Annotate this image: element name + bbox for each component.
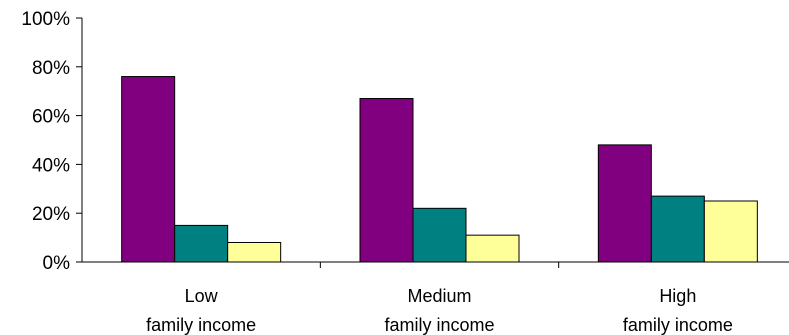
- x-category-label: Medium: [407, 286, 471, 306]
- y-tick-label: 100%: [21, 9, 70, 30]
- bar-high-series-2: [650, 195, 705, 263]
- x-category-label: family income: [623, 315, 733, 335]
- x-category-label: High: [659, 286, 696, 306]
- bar-low-series-1: [121, 76, 176, 263]
- y-tick-label: 0%: [43, 253, 71, 274]
- bar-high-series-1: [597, 144, 652, 263]
- bar-medium-series-1: [359, 98, 414, 263]
- x-category-label: family income: [146, 315, 256, 335]
- bar-low-series-2: [174, 224, 229, 263]
- x-category-label: family income: [384, 315, 494, 335]
- y-tick-label: 80%: [32, 58, 70, 79]
- x-category-label: Low: [185, 286, 219, 306]
- bars: [121, 76, 758, 263]
- bar-low-series-3: [227, 241, 282, 263]
- bar-medium-series-3: [465, 234, 520, 263]
- x-axis-category-labels: Low family income Medium family income High f…: [146, 286, 733, 335]
- bar-high-series-3: [703, 200, 758, 263]
- y-tick-label: 40%: [32, 155, 70, 176]
- bar-medium-series-2: [412, 207, 467, 263]
- y-axis-tick-labels: 0% 20% 40% 60% 80% 100%: [21, 9, 70, 274]
- y-tick-label: 60%: [32, 107, 70, 128]
- axes: [76, 17, 789, 268]
- y-tick-label: 20%: [32, 204, 70, 225]
